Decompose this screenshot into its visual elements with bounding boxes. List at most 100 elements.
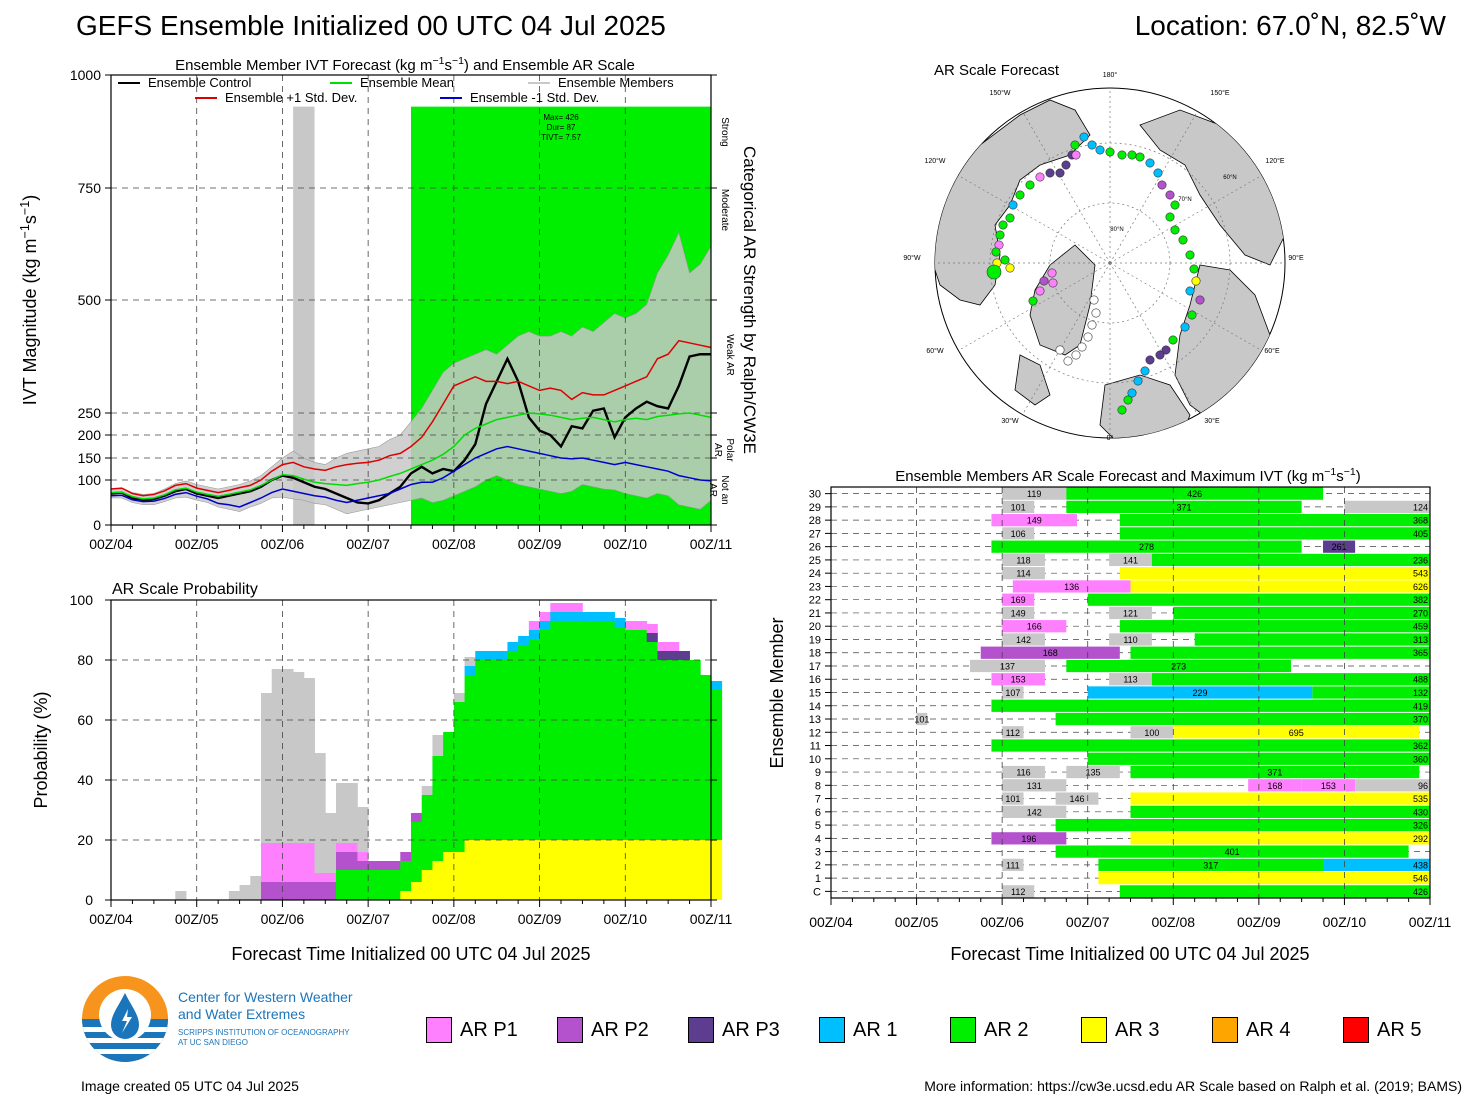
prob-bar-ar2	[389, 870, 401, 900]
prob-bar-ar2	[678, 660, 690, 840]
prob-bar-ar3	[421, 870, 433, 900]
member-label: 22	[809, 595, 821, 607]
member-max-ivt: 362	[1413, 741, 1428, 751]
member-max-ivt: 229	[1193, 688, 1208, 698]
map-ar-point-not_ar	[1089, 295, 1099, 305]
prob-bar-not_ar	[314, 753, 326, 873]
ar-shade-not_ar	[293, 106, 315, 525]
y-tick-label: 1000	[70, 67, 101, 83]
prob-y-label: Probability (%)	[31, 691, 51, 808]
map-ar-point-ar2	[1117, 150, 1127, 160]
map-meridian	[1109, 111, 1198, 264]
x-tick-label: 00Z/10	[603, 536, 647, 552]
member-max-ivt: 107	[1005, 688, 1020, 698]
member-label: 20	[809, 621, 821, 633]
member-segment	[970, 659, 1045, 673]
prob-bar-ar_p2	[346, 852, 358, 870]
member-max-ivt: 96	[1418, 781, 1428, 791]
prob-bar-ar3	[400, 891, 412, 900]
member-max-ivt: 360	[1413, 754, 1428, 764]
member-segment	[1002, 779, 1067, 792]
legend-label: AR 3	[1115, 1018, 1160, 1041]
member-segment	[1002, 858, 1024, 871]
member-max-ivt: 382	[1413, 595, 1428, 605]
map-lat-label: 70°N	[1178, 197, 1191, 203]
prob-bar-not_ar	[336, 783, 348, 843]
prob-bar-ar2	[378, 870, 390, 900]
member-label: 1	[815, 873, 821, 885]
member-segment	[1119, 885, 1430, 898]
prob-bar-ar3	[496, 840, 508, 900]
prob-bar-ar2	[432, 756, 444, 861]
member-segment	[991, 832, 1067, 845]
member-max-ivt: 141	[1123, 555, 1138, 565]
member-bars-chart: Ensemble Members AR Scale Forecast and M…	[767, 466, 1451, 964]
member-segment	[1130, 646, 1430, 659]
member-y-label: Ensemble Member	[767, 617, 787, 768]
y-tick-label: 100	[78, 472, 102, 488]
member-segment	[1098, 858, 1324, 871]
map-ar-point-ar2	[1135, 152, 1145, 162]
map-lon-label: 90°E	[1288, 254, 1304, 262]
member-segment	[1066, 500, 1302, 514]
member-segment	[1130, 580, 1430, 593]
member-max-ivt: 121	[1123, 608, 1138, 618]
member-label: 27	[809, 528, 821, 540]
member-max-ivt: 426	[1187, 489, 1202, 499]
map-ar-point-ar_p3	[1155, 350, 1165, 360]
map-ar-point-ar_p3	[1145, 355, 1155, 365]
map-ar-point-ar1	[1153, 168, 1163, 178]
map-ar-point-ar2	[1117, 405, 1127, 415]
prob-bar-ar3	[518, 840, 530, 900]
prob-bar-ar3	[475, 840, 487, 900]
member-max-ivt: 116	[1016, 768, 1030, 778]
member-segment	[1002, 527, 1035, 540]
map-ar-point-ar2	[1005, 213, 1015, 223]
member-segment	[1055, 845, 1409, 858]
map-ar-point-ar2	[998, 220, 1008, 230]
prob-bar-not_ar	[464, 657, 476, 666]
prob-bar-ar3	[443, 852, 455, 900]
prob-bar-ar2	[475, 660, 487, 840]
y-tick-label: 20	[77, 832, 93, 848]
member-max-ivt: 131	[1027, 781, 1042, 791]
map-meridian	[958, 262, 1111, 351]
prob-bar-ar3	[593, 840, 605, 900]
member-segment	[991, 699, 1430, 712]
prob-bar-ar2	[689, 660, 701, 840]
legend-label: Ensemble -1 Std. Dev.	[470, 90, 599, 105]
prob-bar-ar_p2	[325, 882, 337, 900]
y-tick-label: 0	[93, 517, 101, 533]
member-segment	[1002, 726, 1024, 739]
map-ar-point-not_ar	[1077, 342, 1087, 352]
member-max-ivt: 405	[1413, 529, 1428, 539]
map-ar-point-ar_p1	[1048, 278, 1058, 288]
member-segment	[1109, 606, 1152, 620]
prob-bar-ar2	[464, 675, 476, 840]
prob-bar-ar2	[453, 702, 465, 852]
member-segment	[1323, 858, 1430, 871]
category-label: Moderate	[719, 189, 730, 232]
prob-bar-ar3	[411, 882, 423, 900]
map-ar-point-ar_p1	[1047, 268, 1057, 278]
member-label: 21	[809, 608, 821, 620]
prob-bar-ar_p1	[646, 624, 658, 633]
member-max-ivt: 438	[1413, 860, 1428, 870]
category-label: Not an	[719, 475, 730, 504]
member-max-ivt: 270	[1413, 608, 1428, 618]
x-tick-label: 00Z/07	[346, 536, 390, 552]
member-label: C	[813, 886, 821, 898]
prob-bar-ar2	[614, 627, 626, 840]
map-ar-point-ar2	[1028, 296, 1038, 306]
map-lat-label: 80°N	[1110, 227, 1123, 233]
member-label: 10	[809, 754, 821, 766]
legend-label: AR 1	[853, 1018, 898, 1041]
member-max-ivt: 488	[1413, 675, 1428, 685]
prob-bar-ar_p2	[389, 861, 401, 870]
x-tick-label: 00Z/08	[432, 911, 476, 927]
legend-swatch	[688, 1017, 714, 1043]
member-max-ivt: 124	[1413, 502, 1428, 512]
x-tick-label: 00Z/05	[895, 914, 939, 930]
legend-swatch	[1343, 1017, 1369, 1043]
member-label: 23	[809, 581, 821, 593]
